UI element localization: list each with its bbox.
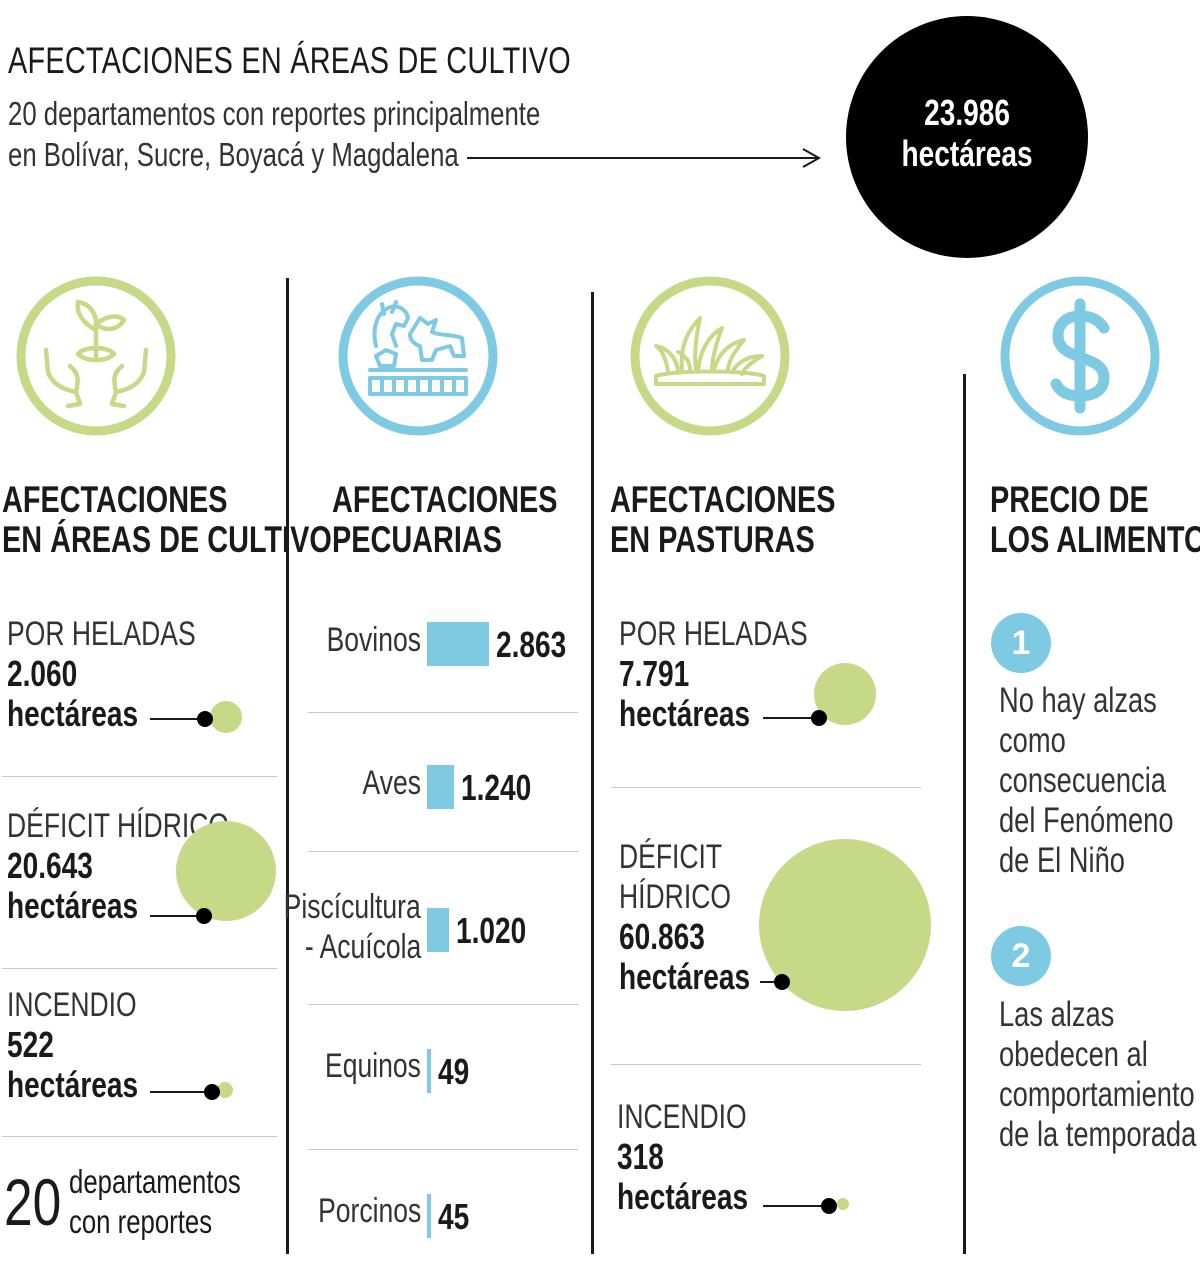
leader-line [763, 717, 819, 719]
price-point-text: Las alzas obedecen al comportamiento de … [999, 995, 1197, 1154]
arrow-right-icon [467, 148, 822, 168]
pasturas-incendio-block: INCENDIO 318 hectáreas [617, 1097, 785, 1217]
livestock-value: 45 [438, 1196, 470, 1237]
column-divider [963, 374, 966, 1254]
row-separator [308, 712, 578, 713]
livestock-value: 2.863 [496, 624, 567, 665]
category-value: 20.643 [7, 845, 93, 886]
cultivo-incendio-block: INCENDIO 522 hectáreas [7, 985, 175, 1105]
livestock-label: Aves [362, 764, 421, 802]
plant-in-hands-icon [14, 274, 178, 443]
leader-line [760, 981, 782, 983]
bubble-cultivo-incendio [217, 1082, 233, 1098]
row-separator [308, 851, 578, 852]
point-number-badge: 1 [991, 613, 1051, 673]
pasturas-heladas-block: POR HELADAS 7.791 hectáreas [619, 614, 861, 734]
category-label: INCENDIO [7, 986, 137, 1024]
bubble-cultivo-deficit [175, 820, 277, 922]
page-title: AFECTACIONES EN ÁREAS DE CULTIVO [8, 40, 571, 81]
footer-text: departamentos con reportes [69, 1163, 241, 1240]
total-unit: hectáreas [901, 133, 1033, 174]
grass-icon [628, 274, 792, 443]
category-unit: hectáreas [619, 956, 751, 997]
page-subtitle-line2: en Bolívar, Sucre, Boyacá y Magdalena [8, 136, 459, 173]
precio-column-title: PRECIO DE LOS ALIMENTOS [990, 479, 1200, 560]
cultivo-heladas-block: POR HELADAS 2.060 hectáreas [7, 614, 249, 734]
livestock-icon [336, 274, 500, 443]
pasturas-deficit-block: DÉFICIT HÍDRICO 60.863 hectáreas [619, 837, 787, 997]
total-circle [846, 16, 1088, 258]
bubble-cultivo-heladas [210, 701, 242, 733]
livestock-bar-equinos [427, 1049, 431, 1093]
leader-line [150, 915, 204, 917]
leader-dot [197, 711, 213, 727]
page-subtitle-line1: 20 departamentos con reportes principalm… [8, 95, 541, 132]
pecuarias-column-title: AFECTACIONES PECUARIAS [332, 479, 558, 560]
livestock-label: Porcinos [317, 1192, 421, 1230]
category-value: 522 [7, 1024, 54, 1065]
category-unit: hectáreas [7, 693, 139, 734]
category-value: 318 [617, 1136, 664, 1177]
leader-dot [811, 710, 827, 726]
row-separator [611, 1064, 921, 1065]
total-value: 23.986 [924, 92, 1010, 133]
point-number-badge: 2 [991, 926, 1051, 986]
leader-line [763, 1205, 829, 1207]
column-divider [286, 278, 289, 1254]
livestock-value: 1.240 [460, 767, 532, 808]
row-separator [2, 1136, 277, 1137]
dollar-icon [998, 274, 1162, 443]
livestock-value: 49 [438, 1051, 470, 1092]
livestock-value: 1.020 [456, 910, 527, 951]
category-unit: hectáreas [7, 885, 139, 926]
leader-dot [774, 974, 790, 990]
column-divider [591, 292, 594, 1254]
category-label: DÉFICIT [619, 838, 723, 876]
leader-line [150, 718, 206, 720]
category-label: HÍDRICO [619, 878, 731, 916]
row-separator [2, 776, 277, 777]
price-point-text: No hay alzas como consecuencia del Fenóm… [999, 681, 1174, 880]
row-separator [611, 787, 921, 788]
cultivo-deficit-block: DÉFICIT HÍDRICO 20.643 hectáreas [7, 806, 292, 926]
bubble-pasturas-incendio [836, 1197, 850, 1211]
category-unit: hectáreas [7, 1064, 139, 1105]
category-unit: hectáreas [617, 1176, 749, 1217]
livestock-label: Equinos [325, 1047, 421, 1085]
category-value: 60.863 [619, 916, 705, 957]
category-value: 2.060 [7, 653, 78, 694]
category-value: 7.791 [619, 653, 690, 694]
livestock-label: Piscícultura - Acuícola [283, 888, 421, 966]
leader-line [150, 1091, 214, 1093]
leader-dot [821, 1198, 837, 1214]
livestock-bar-aves [427, 765, 454, 809]
row-separator [308, 1149, 578, 1150]
row-separator [2, 968, 277, 969]
category-label: POR HELADAS [7, 615, 196, 653]
livestock-bar-porcinos [427, 1194, 431, 1238]
livestock-bar-bovinos [427, 622, 489, 666]
pasturas-column-title: AFECTACIONES EN PASTURAS [610, 479, 836, 560]
row-separator [308, 1004, 578, 1005]
footer-number: 20 [4, 1165, 62, 1239]
cultivo-column-title: AFECTACIONES EN ÁREAS DE CULTIVO [2, 479, 332, 560]
livestock-bar-piscicultura [427, 908, 450, 952]
category-label: POR HELADAS [619, 615, 808, 653]
livestock-label: Bovinos [326, 621, 421, 659]
category-label: INCENDIO [617, 1098, 747, 1136]
leader-dot [204, 1084, 220, 1100]
category-unit: hectáreas [619, 693, 751, 734]
leader-dot [196, 908, 212, 924]
